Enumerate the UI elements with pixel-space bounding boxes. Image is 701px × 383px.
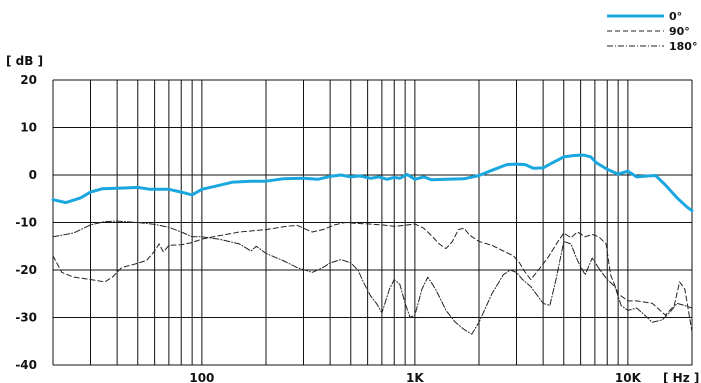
y-tick-label: -10 <box>15 216 37 230</box>
y-tick-label: 20 <box>20 73 37 87</box>
series-line-90deg <box>52 222 693 333</box>
grid <box>52 79 693 366</box>
x-tick-label: 1K <box>406 371 424 383</box>
legend-label: 0° <box>669 10 682 23</box>
y-axis-ticks: 20 10 0 -10 -20 -30 -40 <box>15 73 37 372</box>
series-line-180deg <box>52 220 693 335</box>
y-axis-label: [ dB ] <box>6 54 43 68</box>
x-tick-label: 100 <box>189 371 214 383</box>
y-tick-label: -20 <box>15 263 37 277</box>
legend-label: 180° <box>669 40 697 53</box>
x-axis-ticks: 100 1K 10K <box>189 371 641 383</box>
y-tick-label: -30 <box>15 311 37 325</box>
x-tick-label: 10K <box>615 371 642 383</box>
legend: 0° 90° 180° <box>607 10 697 53</box>
y-tick-label: 0 <box>29 168 37 182</box>
y-tick-label: -40 <box>15 358 37 372</box>
y-tick-label: 10 <box>20 121 37 135</box>
legend-label: 90° <box>669 25 690 38</box>
series-lines <box>51 153 694 335</box>
series-line-0deg <box>51 153 694 213</box>
x-axis-label: [ Hz ] <box>663 371 699 383</box>
